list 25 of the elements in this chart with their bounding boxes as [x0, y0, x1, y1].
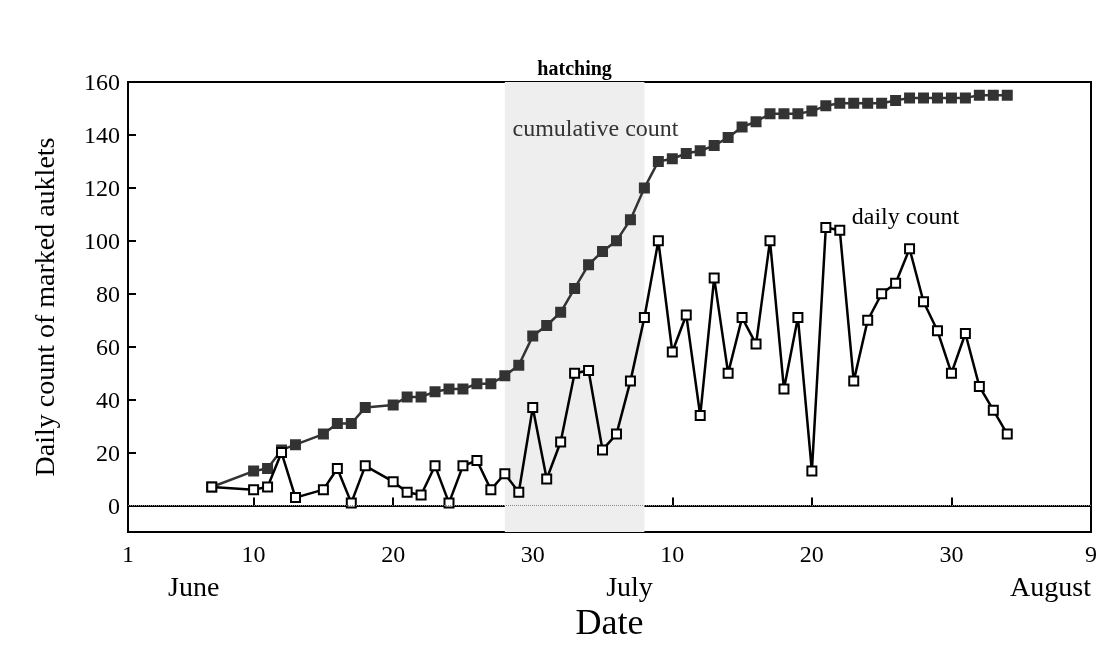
band-label: hatching: [537, 57, 612, 80]
y-tick-label: 60: [96, 333, 120, 360]
series-label: cumulative count: [512, 115, 679, 142]
x-axis-title: Date: [575, 602, 644, 642]
x-tick-label: 9: [1085, 541, 1097, 567]
series-label: daily count: [851, 203, 960, 230]
text: June: [168, 570, 220, 602]
text: July: [606, 570, 653, 602]
y-tick-label: 20: [96, 439, 120, 466]
x-tick-label: 30: [520, 541, 545, 567]
x-tick-label: 20: [799, 541, 824, 567]
x-tick-label: 20: [381, 541, 406, 567]
y-tick-label: 100: [84, 227, 120, 254]
y-axis-title: Daily count of marked auklets: [28, 137, 60, 477]
y-tick-label: 80: [96, 280, 120, 307]
y-tick-label: 140: [84, 121, 120, 148]
y-tick-label: 160: [84, 69, 120, 95]
y-tick-label: 40: [96, 386, 120, 413]
x-tick-label: 10: [660, 541, 685, 567]
y-tick-label: 120: [84, 174, 120, 201]
y-tick-label: 0: [108, 492, 120, 519]
x-tick-label: 10: [241, 541, 266, 567]
x-tick-label: 30: [939, 541, 964, 567]
x-tick-label: 1: [122, 541, 134, 567]
text: August: [1010, 570, 1092, 602]
